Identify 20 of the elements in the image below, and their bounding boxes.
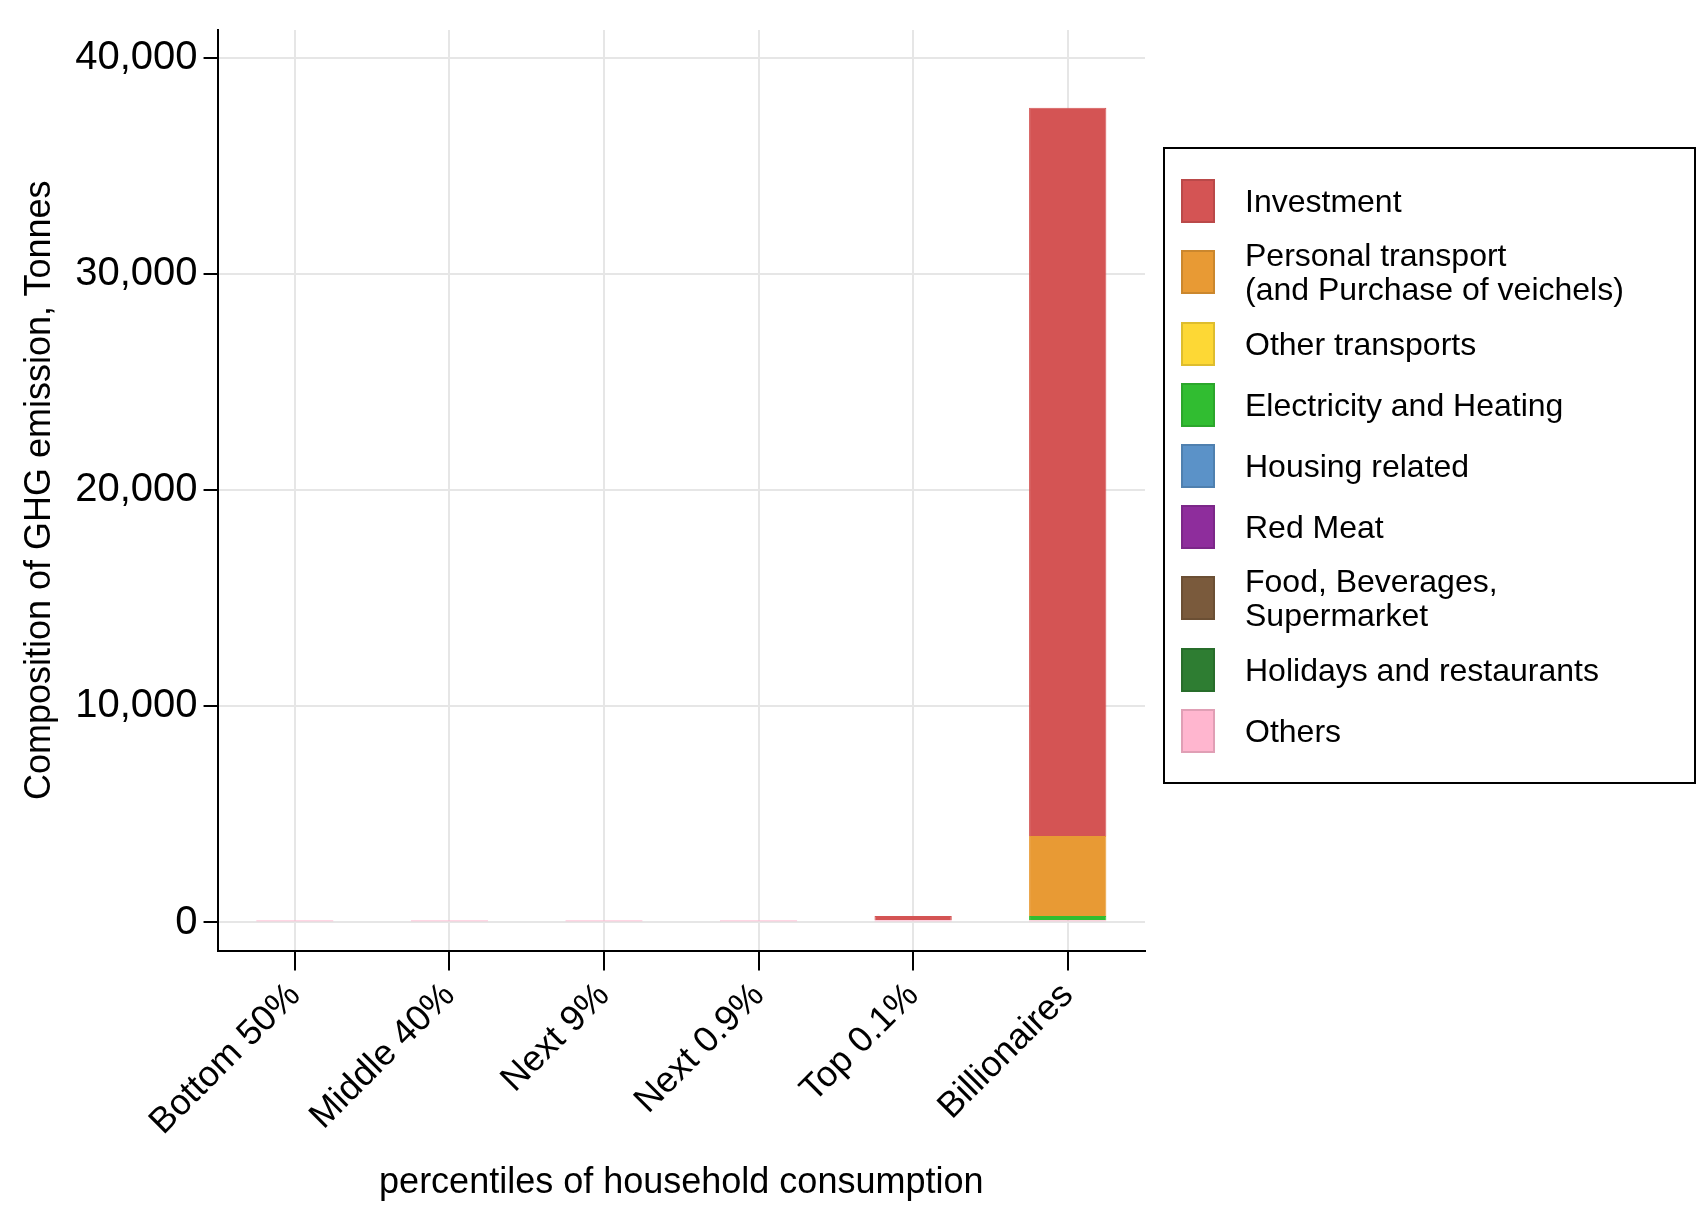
legend-label: Investment — [1245, 182, 1402, 219]
y-axis-title: Composition of GHG emission, Tonnes — [16, 180, 58, 801]
y-tick-label: 20,000 — [75, 465, 198, 510]
legend-label: Holidays and restaurants — [1245, 651, 1599, 688]
bar — [1029, 916, 1107, 921]
legend-label: Other transports — [1245, 325, 1477, 362]
legend-label: Electricity and Heating — [1245, 386, 1564, 423]
legend-label: Personal transport (and Purchase of veichels) — [1245, 237, 1624, 307]
legend-label: Red Meat — [1245, 508, 1384, 545]
y-tick-label: 10,000 — [75, 681, 198, 726]
x-axis-title: percentiles of household consumption — [379, 1160, 984, 1202]
legend-label: Food, Beverages, Supermarket — [1245, 563, 1498, 633]
bar — [1029, 836, 1107, 917]
legend-label: Others — [1245, 712, 1342, 749]
y-tick-label: 0 — [175, 897, 198, 942]
y-tick-label: 30,000 — [75, 249, 198, 294]
bar — [1029, 107, 1107, 837]
legend-label: Housing related — [1245, 447, 1470, 484]
bar — [874, 916, 952, 921]
y-tick-label: 40,000 — [75, 33, 198, 78]
